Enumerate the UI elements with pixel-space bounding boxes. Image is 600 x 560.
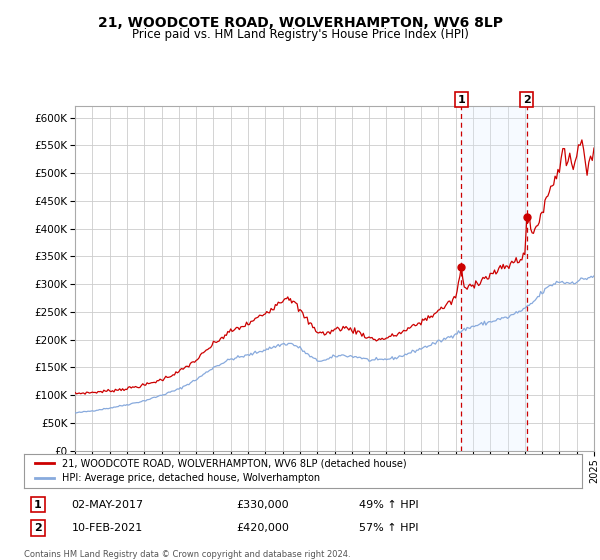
Text: £330,000: £330,000 (236, 500, 289, 510)
Text: 1: 1 (457, 95, 465, 105)
Legend: 21, WOODCOTE ROAD, WOLVERHAMPTON, WV6 8LP (detached house), HPI: Average price, : 21, WOODCOTE ROAD, WOLVERHAMPTON, WV6 8L… (32, 456, 409, 486)
Text: 21, WOODCOTE ROAD, WOLVERHAMPTON, WV6 8LP: 21, WOODCOTE ROAD, WOLVERHAMPTON, WV6 8L… (97, 16, 503, 30)
Text: Price paid vs. HM Land Registry's House Price Index (HPI): Price paid vs. HM Land Registry's House … (131, 28, 469, 41)
Text: 57% ↑ HPI: 57% ↑ HPI (359, 523, 418, 533)
Text: £420,000: £420,000 (236, 523, 289, 533)
Text: 2: 2 (523, 95, 530, 105)
Text: 02-MAY-2017: 02-MAY-2017 (71, 500, 143, 510)
Text: Contains HM Land Registry data © Crown copyright and database right 2024.
This d: Contains HM Land Registry data © Crown c… (24, 550, 350, 560)
Text: 10-FEB-2021: 10-FEB-2021 (71, 523, 143, 533)
Text: 49% ↑ HPI: 49% ↑ HPI (359, 500, 418, 510)
Text: 1: 1 (34, 500, 42, 510)
Text: 2: 2 (34, 523, 42, 533)
Bar (461, 106, 527, 451)
